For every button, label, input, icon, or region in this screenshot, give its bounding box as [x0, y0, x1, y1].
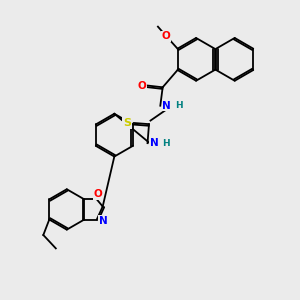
Text: N: N [150, 138, 158, 148]
Text: H: H [162, 139, 170, 148]
Text: N: N [99, 216, 108, 226]
Text: O: O [94, 189, 103, 199]
Text: N: N [163, 101, 171, 111]
Text: O: O [162, 31, 171, 41]
Text: O: O [137, 80, 146, 91]
Text: H: H [175, 101, 183, 110]
Text: S: S [123, 118, 131, 128]
